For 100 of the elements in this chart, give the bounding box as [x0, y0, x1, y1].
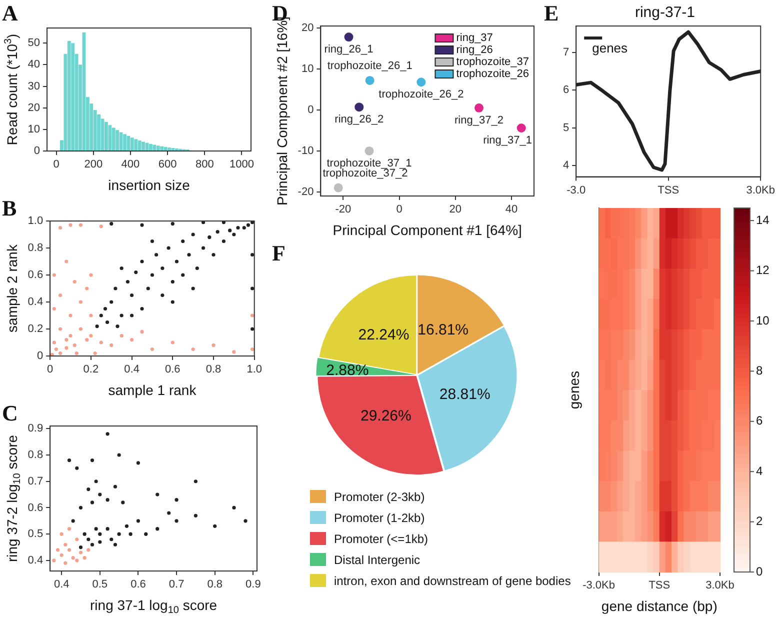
point: [212, 343, 216, 347]
point: [110, 343, 114, 347]
data-label: 29.26%: [360, 408, 412, 425]
x-tick-label: TSS: [658, 184, 680, 196]
point: [89, 334, 93, 338]
y-axis-title: ring 37-2 log10 score: [4, 434, 23, 562]
point: [194, 514, 198, 518]
point: [68, 314, 72, 318]
x-tick-label: 0.5: [92, 578, 108, 591]
y-tick-label: 20: [28, 102, 40, 114]
point: [90, 458, 94, 462]
annotation: trophozoite_37_1: [326, 157, 412, 170]
x-tick-label: 0.2: [83, 364, 99, 376]
data-label: 2.88%: [326, 362, 369, 379]
point: [103, 306, 108, 311]
point: [250, 314, 254, 318]
point: [194, 480, 198, 484]
point: [170, 300, 174, 304]
point: [72, 280, 76, 284]
legend-label: ring_26: [456, 44, 493, 56]
color-bar-label: 12: [756, 263, 770, 278]
x-tick-label: -3.0Kb: [582, 580, 616, 592]
x-tick-label: 400: [121, 158, 140, 171]
point: [134, 270, 138, 274]
point: [64, 561, 68, 565]
point: [128, 532, 132, 536]
x-tick-label: 0: [47, 364, 54, 376]
point: [250, 221, 254, 224]
point: [120, 266, 124, 270]
color-bar-label: 4: [756, 464, 763, 478]
point: [58, 293, 62, 298]
point: [52, 558, 56, 562]
point: [110, 222, 114, 226]
point: [250, 286, 254, 290]
point: [52, 273, 56, 277]
point: [110, 538, 114, 542]
point: [516, 124, 526, 132]
point: [195, 266, 199, 270]
point: [78, 327, 83, 331]
point: [82, 532, 86, 536]
data-label: 16.81%: [418, 321, 469, 338]
point: [160, 293, 164, 298]
point: [208, 235, 212, 239]
legend-label: intron, exon and downstream of gene bodies: [334, 574, 571, 588]
point: [105, 320, 110, 324]
y-tick-label: 0.4: [28, 554, 44, 566]
point: [85, 286, 89, 290]
point: [75, 538, 79, 542]
x-tick-label: 200: [84, 158, 103, 171]
point: [94, 480, 98, 484]
point: [140, 260, 144, 264]
point: [68, 334, 72, 338]
point: [228, 228, 232, 232]
y-tick-label: 0: [36, 350, 44, 362]
point: [232, 350, 236, 354]
point: [212, 252, 216, 257]
y-tick-label: 40: [28, 58, 40, 71]
point: [60, 553, 64, 557]
point: [140, 223, 144, 227]
x-tick-label: 20: [449, 204, 462, 216]
point: [244, 519, 248, 523]
point: [232, 232, 236, 236]
point: [94, 527, 98, 531]
point: [64, 542, 68, 546]
x-tick-label: -3.0: [566, 184, 586, 196]
point: [60, 532, 64, 536]
point: [114, 286, 118, 290]
point: [154, 252, 158, 257]
y-tick-label: 0.7: [28, 475, 44, 488]
point: [136, 461, 140, 465]
x-tick-label: 0.8: [206, 364, 222, 376]
point: [365, 76, 374, 85]
point: [99, 224, 103, 228]
legend-label: genes: [592, 40, 628, 56]
point: [98, 492, 102, 496]
point: [95, 324, 99, 328]
point: [56, 548, 60, 552]
point: [67, 548, 72, 552]
point: [86, 538, 90, 542]
point: [187, 252, 191, 257]
point: [170, 222, 174, 226]
point: [236, 226, 240, 230]
text: E: [544, 0, 559, 26]
point: [98, 540, 102, 544]
point: [89, 273, 93, 277]
point: [78, 223, 83, 227]
text: C: [2, 400, 18, 426]
point: [213, 524, 217, 528]
point: [120, 334, 124, 338]
point: [334, 183, 343, 192]
y-tick-label: -10: [298, 144, 314, 157]
x-tick-label: 0.8: [207, 578, 222, 591]
point: [121, 500, 125, 504]
x-tick-label: 0: [396, 204, 402, 216]
point: [201, 221, 206, 224]
point: [150, 239, 154, 244]
x-tick-label: -20: [335, 204, 352, 216]
point: [130, 314, 134, 318]
point: [71, 556, 75, 560]
point: [222, 239, 226, 244]
